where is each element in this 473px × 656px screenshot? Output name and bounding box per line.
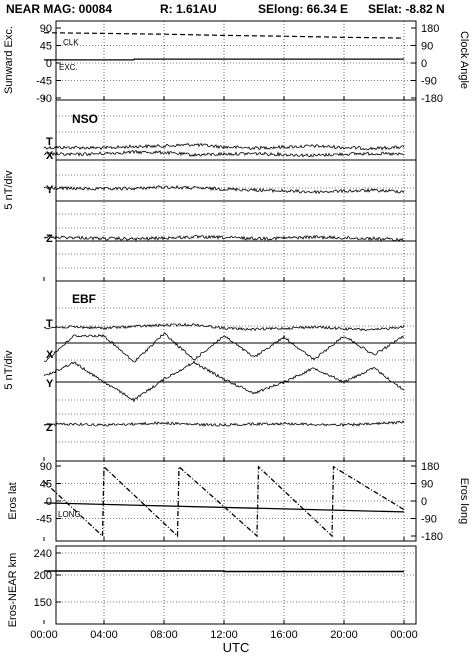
nso-trace-T xyxy=(43,142,405,151)
sunward-series-1 xyxy=(44,58,404,61)
x-tick-label-2: 08:00 xyxy=(150,629,178,641)
eros-ytick-label-left-0: 90 xyxy=(40,461,52,473)
sunward-series-label-1: EXC. xyxy=(59,63,78,72)
sunward-ylabel-left: Sunward Exc. xyxy=(3,26,15,94)
x-tick-label-3: 12:00 xyxy=(210,629,238,641)
range-label: R: 1.61AU xyxy=(160,2,217,16)
eros-ytick-label-left-2: 0 xyxy=(46,496,52,508)
eros-ytick-label-right-1: 90 xyxy=(421,479,433,491)
eros-ytick-label-left-3: -45 xyxy=(36,514,52,526)
ebf-trace-Z xyxy=(43,420,405,428)
ebf-trace-T xyxy=(43,322,405,332)
x-tick-label-4: 16:00 xyxy=(270,629,298,641)
sunward-ylabel-right: Clock Angle xyxy=(458,31,470,89)
nso-component-label-2: Y xyxy=(46,184,54,196)
eros-ytick-label-right-4: -180 xyxy=(421,531,443,543)
sunward-ytick-label-right-4: -180 xyxy=(421,93,443,105)
range-frame xyxy=(55,545,417,625)
nso-trace-Y xyxy=(43,185,405,195)
sunward-ytick-label-left-1: 45 xyxy=(40,41,52,53)
selat-label: SElat: -8.82 N xyxy=(368,2,445,16)
sunward-series-0 xyxy=(43,32,405,39)
eros-series-label-1: LONG xyxy=(58,510,81,519)
eros-ytick-label-right-2: 0 xyxy=(421,496,427,508)
nso-title: NSO xyxy=(72,112,98,126)
sunward-ytick-label-left-3: -45 xyxy=(36,76,52,88)
range-ytick-label-left-2: 150 xyxy=(34,597,52,609)
x-tick-label-5: 20:00 xyxy=(330,629,358,641)
sunward-ytick-label-right-1: 90 xyxy=(421,41,433,53)
range-series-0 xyxy=(44,570,404,573)
nso-component-label-3: Z xyxy=(46,233,53,245)
nso-component-label-1: X xyxy=(46,150,54,162)
ebf-component-label-1: X xyxy=(46,349,54,361)
ebf-component-label-0: T xyxy=(46,318,53,330)
ebf-ylabel-left: 5 nT/div xyxy=(3,350,15,390)
x-axis-label: UTC xyxy=(223,640,250,655)
nso-ylabel-left: 5 nT/div xyxy=(3,170,15,210)
eros-ylabel-right: Eros long xyxy=(458,478,470,524)
sunward-ytick-label-right-2: 0 xyxy=(421,58,427,70)
eros-series-0 xyxy=(43,502,405,513)
ebf-title: EBF xyxy=(72,292,96,306)
eros-ylabel-left: Eros lat xyxy=(7,482,19,519)
selong-label: SElong: 66.34 E xyxy=(258,2,349,16)
ebf-component-label-3: Z xyxy=(46,422,53,434)
x-tick-label-6: 00:00 xyxy=(390,629,418,641)
range-ytick-label-left-1: 200 xyxy=(34,570,52,582)
nso-trace-X xyxy=(43,149,405,158)
range-ytick-label-left-0: 240 xyxy=(34,548,52,560)
x-tick-label-1: 04:00 xyxy=(90,629,118,641)
sunward-ytick-label-left-2: 0 xyxy=(46,58,52,70)
nso-trace-Z xyxy=(43,234,404,243)
ebf-trace-X xyxy=(43,332,405,363)
eros-ytick-label-left-1: 45 xyxy=(40,479,52,491)
nso-component-label-0: T xyxy=(46,136,53,148)
sunward-ytick-label-right-0: 180 xyxy=(421,23,439,35)
ebf-trace-Y xyxy=(43,360,405,403)
sunward-ytick-label-left-0: 90 xyxy=(40,23,52,35)
x-tick-label-0: 00:00 xyxy=(30,629,58,641)
ebf-component-label-2: Y xyxy=(46,378,54,390)
plot-header: NEAR MAG: 00084 R: 1.61AU SElong: 66.34 … xyxy=(0,2,473,20)
range-ylabel-left: Eros-NEAR km xyxy=(7,553,19,628)
eros-series-1 xyxy=(43,465,405,538)
eros-ytick-label-right-3: -90 xyxy=(421,514,437,526)
mission-label: NEAR MAG: 00084 xyxy=(6,2,113,16)
eros-ytick-label-right-0: 180 xyxy=(421,461,439,473)
sunward-ytick-label-right-3: -90 xyxy=(421,76,437,88)
sunward-series-label-0: CLK xyxy=(63,38,79,47)
